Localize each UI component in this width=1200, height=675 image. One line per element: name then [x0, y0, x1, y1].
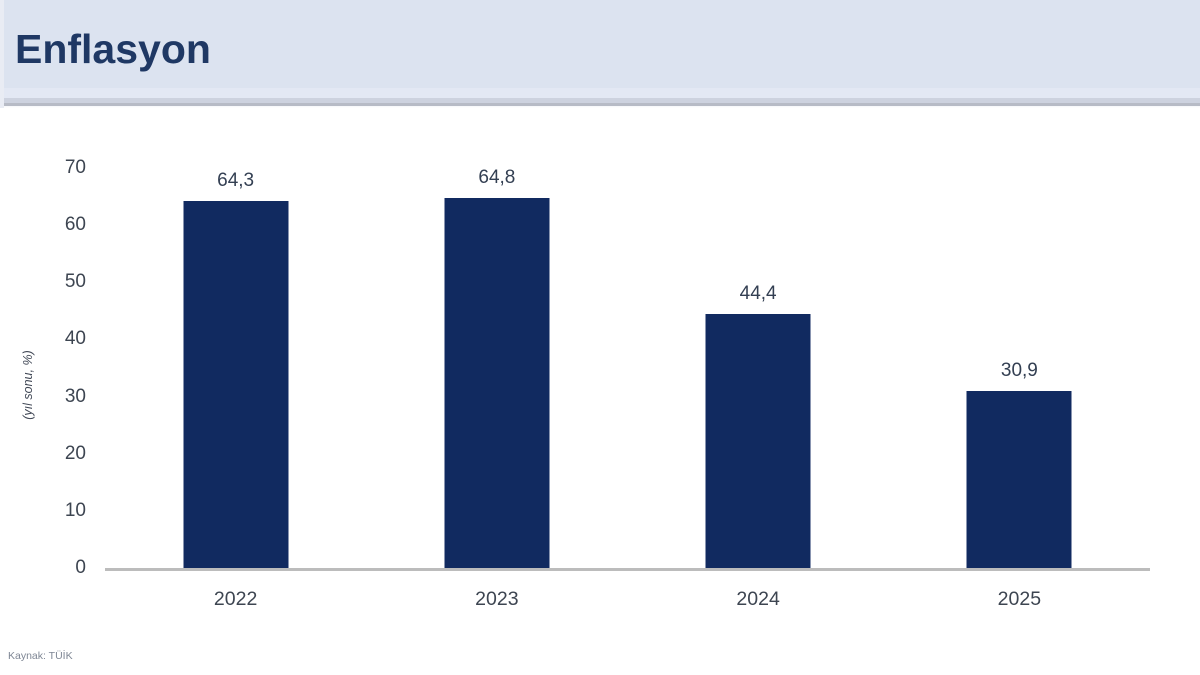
- y-axis-title: (yıl sonu, %): [21, 350, 35, 420]
- y-tick-20: 20: [64, 442, 86, 464]
- x-label-2022: 2022: [213, 588, 258, 610]
- y-tick-40: 40: [64, 328, 86, 350]
- header-banner: Enflasyon: [0, 0, 1200, 108]
- value-label-2024: 44,4: [739, 283, 777, 305]
- bar-2025: [966, 391, 1072, 568]
- x-label-2023: 2023: [475, 588, 519, 610]
- value-label-2025: 30,9: [1000, 360, 1038, 382]
- y-tick-50: 50: [64, 271, 86, 293]
- y-tick-10: 10: [64, 499, 86, 521]
- value-label-2022: 64,3: [217, 169, 255, 191]
- x-label-2024: 2024: [736, 588, 780, 610]
- page-title: Enflasyon: [15, 26, 211, 72]
- source-note: Kaynak: TÜİK: [8, 650, 73, 662]
- y-tick-60: 60: [64, 214, 86, 236]
- bar-2022: [183, 200, 289, 568]
- y-tick-0: 0: [75, 557, 86, 578]
- y-tick-30: 30: [64, 385, 86, 407]
- inflation-bar-chart: 64,3 2022 64,8 2023 44,4 2024 30,9 2025: [105, 166, 1150, 610]
- bar-2023: [444, 197, 550, 568]
- x-axis-line: [105, 568, 1150, 571]
- y-axis-ticks: 0 10 20 30 40 50 60 70: [38, 157, 86, 578]
- value-label-2023: 64,8: [478, 166, 516, 188]
- bar-2024: [705, 314, 811, 568]
- x-label-2025: 2025: [997, 588, 1042, 610]
- y-tick-70: 70: [64, 157, 86, 178]
